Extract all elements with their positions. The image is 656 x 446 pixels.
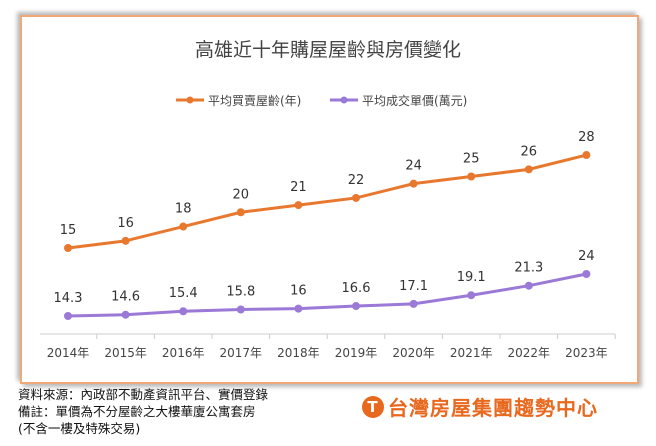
- data-point: [64, 312, 72, 320]
- legend-label: 平均買賣屋齡(年): [208, 93, 301, 108]
- data-label: 26: [521, 144, 538, 159]
- x-tick-label: 2020年: [392, 346, 435, 360]
- data-point: [352, 193, 360, 202]
- data-label: 24: [405, 159, 422, 174]
- data-point: [524, 165, 533, 174]
- data-point: [352, 302, 360, 311]
- data-point: [582, 269, 591, 278]
- x-tick-label: 2022年: [508, 346, 551, 360]
- data-point: [409, 299, 418, 308]
- legend-label: 平均成交單價(萬元): [362, 93, 467, 108]
- data-label: 22: [348, 173, 365, 188]
- logo-text: 台灣房屋集團趨勢中心: [388, 396, 598, 420]
- x-tick-label: 2023年: [565, 346, 608, 360]
- data-label: 24: [578, 249, 595, 264]
- data-label: 14.6: [111, 290, 140, 305]
- chart-title: 高雄近十年購屋屋齡與房價變化: [195, 39, 461, 61]
- data-point: [467, 172, 476, 181]
- chart-frame: [20, 15, 639, 384]
- data-point: [121, 236, 130, 245]
- data-label: 15.4: [169, 286, 198, 301]
- x-tick-label: 2015年: [104, 346, 147, 360]
- x-tick-label: 2019年: [335, 346, 378, 360]
- data-point: [582, 151, 591, 160]
- data-label: 16: [290, 284, 307, 299]
- data-label: 21: [290, 180, 307, 195]
- notes: 資料來源：內政部不動產資訊平台、實價登錄 備註：單價為不分屋齡之大樓華廈公寓套房…: [18, 386, 268, 437]
- data-label: 28: [578, 130, 595, 145]
- x-tick-label: 2016年: [162, 346, 205, 360]
- logo-icon: T: [362, 395, 384, 418]
- data-point: [179, 307, 188, 316]
- data-point: [409, 179, 418, 188]
- data-point: [524, 281, 533, 290]
- remark-note: 備註：單價為不分屋齡之大樓華廈公寓套房: [18, 404, 256, 419]
- data-label: 25: [463, 152, 480, 167]
- data-point: [467, 291, 476, 300]
- logo: T 台灣房屋集團趨勢中心: [362, 392, 598, 421]
- data-point: [236, 208, 245, 217]
- legend-marker: [186, 96, 194, 104]
- series-line: [67, 153, 587, 250]
- data-point: [64, 244, 72, 252]
- x-tick-label: 2017年: [220, 346, 263, 360]
- data-point: [236, 305, 245, 314]
- x-tick-label: 2018年: [277, 346, 320, 360]
- data-label: 19.1: [457, 270, 486, 285]
- data-label: 15.8: [226, 285, 255, 300]
- data-label: 17.1: [399, 279, 428, 294]
- remark-note-2: (不含一樓及特殊交易): [18, 421, 141, 436]
- data-point: [179, 222, 188, 231]
- x-tick-label: 2021年: [450, 346, 493, 360]
- data-label: 18: [175, 202, 192, 217]
- data-label: 16: [117, 216, 134, 231]
- data-label: 16.6: [342, 281, 371, 296]
- data-label: 14.3: [54, 291, 83, 306]
- legend-marker: [340, 96, 348, 104]
- source-note: 資料來源：內政部不動產資訊平台、實價登錄: [18, 387, 269, 402]
- series-line: [67, 272, 587, 318]
- data-point: [294, 304, 303, 313]
- data-point: [121, 310, 130, 319]
- data-point: [294, 201, 303, 210]
- data-label: 21.3: [514, 261, 543, 276]
- x-tick-label: 2014年: [47, 346, 90, 360]
- data-label: 15: [60, 223, 77, 238]
- data-label: 20: [233, 187, 250, 202]
